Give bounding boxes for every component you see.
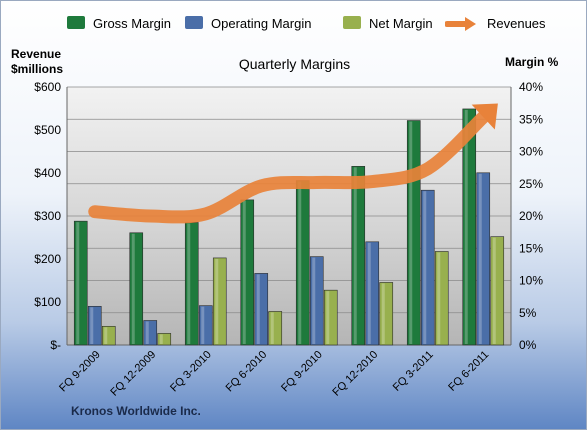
x-tick-label: FQ 3-2011 [391,349,436,394]
bar-operating-margin-highlight [90,307,94,344]
right-tick-label: 5% [519,306,537,320]
x-tick-label: FQ 9-2009 [57,349,103,395]
bar-operating-margin [420,189,435,346]
bar-operating-margin-highlight [145,321,149,344]
legend-label: Revenues [487,16,546,31]
left-tick-label: $300 [34,209,61,223]
right-axis-title: Margin % [505,55,559,69]
x-tick-label: FQ 3-2010 [168,349,214,395]
bar-operating-margin-highlight [367,242,371,344]
legend-swatch-gross-margin [67,16,85,29]
bar-net-margin [212,257,227,346]
bar-gross-margin-highlight [131,233,135,344]
left-axis-title-line2: $millions [11,62,64,76]
bar-gross-margin [295,180,310,346]
bar-gross-margin [351,166,366,346]
bar-operating-margin [198,305,213,346]
left-tick-label: $- [50,338,61,352]
bar-net-margin [101,325,116,346]
bar-net-margin [157,333,172,346]
right-tick-label: 10% [519,274,543,288]
right-tick-label: 15% [519,241,543,255]
legend-arrow-icon [445,17,476,31]
bar-operating-margin [143,320,158,346]
left-tick-label: $500 [34,123,61,137]
left-tick-label: $200 [34,252,61,266]
bar-net-margin-highlight [437,252,441,344]
bar-gross-margin [129,232,144,346]
bar-gross-margin [406,120,421,346]
revenues-line [88,110,490,224]
legend-label: Gross Margin [93,16,172,31]
x-tick-label: FQ 12-2010 [330,349,380,399]
bar-gross-margin-highlight [409,121,413,344]
right-tick-label: 0% [519,338,537,352]
revenues-arrowhead-icon [471,103,498,130]
right-tick-label: 30% [519,145,543,159]
bar-operating-margin-highlight [201,306,205,344]
bar-operating-margin-highlight [423,191,427,344]
bar-gross-margin-highlight [242,200,246,344]
bar-net-margin [434,251,449,346]
bar-net-margin [490,236,505,346]
legend-swatch-net-margin [343,16,361,29]
bar-net-margin-highlight [215,258,219,344]
bar-operating-margin [254,273,269,346]
chart-title: Quarterly Margins [238,56,351,72]
x-tick-label: FQ 9-2010 [279,349,325,395]
bar-gross-margin-highlight [187,223,191,344]
left-axis-title-line1: Revenue [11,47,62,61]
bar-gross-margin [184,222,199,346]
right-tick-label: 20% [519,209,543,223]
bar-gross-margin [73,220,88,346]
bar-gross-margin-highlight [353,167,357,344]
bar-operating-margin-highlight [478,173,482,344]
bar-gross-margin [462,108,477,346]
bar-operating-margin [476,172,491,346]
legend-swatch-operating-margin [185,16,203,29]
legend-label: Net Margin [369,16,433,31]
bar-net-margin-highlight [159,334,163,344]
bar-operating-margin-highlight [312,257,316,344]
right-tick-label: 35% [519,112,543,126]
bar-gross-margin-highlight [464,109,468,345]
bar-net-margin [379,282,394,346]
x-tick-label: FQ 6-2010 [224,349,270,395]
bar-operating-margin-highlight [256,274,260,344]
x-tick-label: FQ 12-2009 [108,349,158,399]
left-tick-label: $400 [34,166,61,180]
bar-net-margin-highlight [326,291,330,344]
bar-gross-margin-highlight [76,222,80,344]
bar-operating-margin [87,305,102,346]
bar-net-margin-highlight [270,312,274,344]
legend: Gross Margin Operating Margin Net Margin… [1,13,587,37]
x-tick-label: FQ 6-2011 [446,349,491,394]
bar-gross-margin-highlight [298,181,302,344]
bar-net-margin [268,311,283,346]
bar-operating-margin [365,241,380,346]
right-tick-label: 40% [519,80,543,94]
left-tick-label: $600 [34,80,61,94]
left-tick-label: $100 [34,295,61,309]
bar-gross-margin [240,199,255,346]
bar-operating-margin [309,256,324,346]
right-tick-label: 25% [519,177,543,191]
bar-net-margin [323,289,338,346]
bar-net-margin-highlight [104,327,108,344]
bar-net-margin-highlight [381,283,385,344]
company-name: Kronos Worldwide Inc. [71,404,201,418]
left-axis-title: Revenue $millions [11,47,63,77]
bar-net-margin-highlight [492,237,496,344]
legend-label: Operating Margin [211,16,312,31]
